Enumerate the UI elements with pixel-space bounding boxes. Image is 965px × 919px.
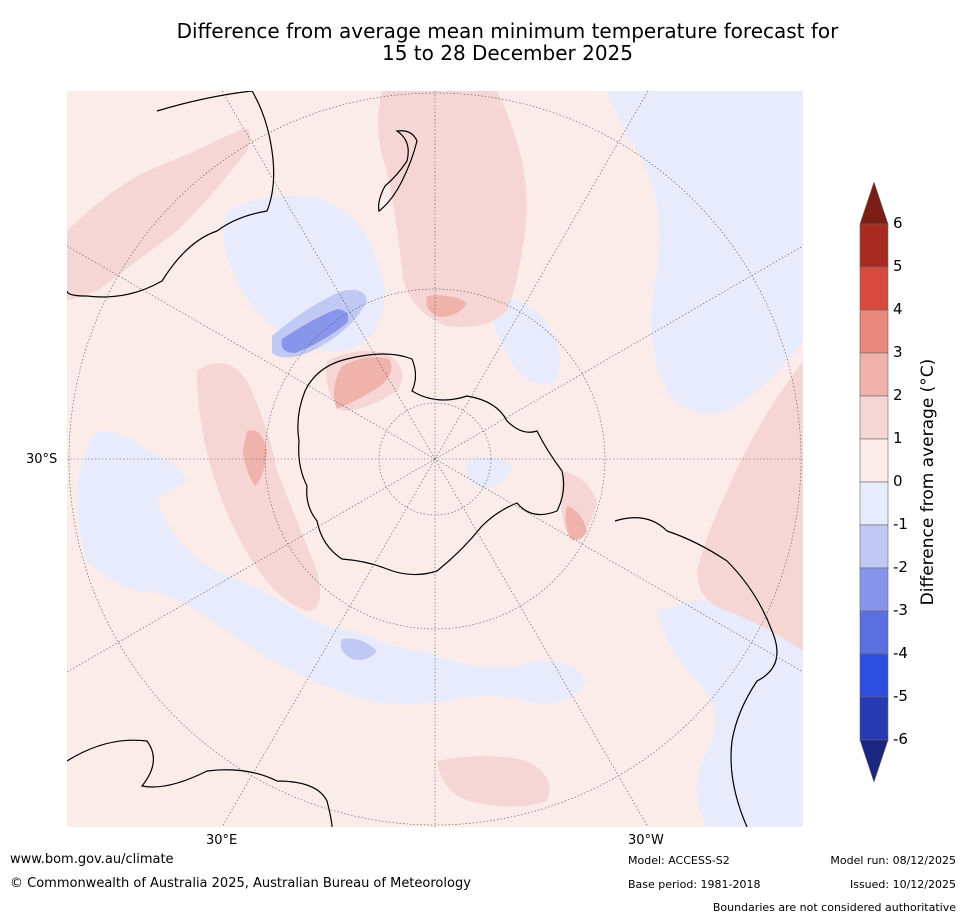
footer-model-run: Model run: 08/12/2025: [830, 854, 956, 867]
forecast-map[interactable]: [67, 91, 803, 827]
colorbar-segment-0_to_1: [859, 438, 889, 483]
colorbar-tick-label: -3: [893, 601, 908, 619]
colorbar-segment-2_to_3: [859, 352, 889, 397]
footer-issued: Issued: 10/12/2025: [849, 878, 956, 891]
colorbar-segment-m5_to_m4: [859, 653, 889, 698]
colorbar-tick-label: 4: [893, 300, 903, 318]
colorbar: [858, 181, 958, 783]
colorbar-segment-m3_to_m2: [859, 567, 889, 612]
colorbar-segment-4_to_5: [859, 266, 889, 311]
colorbar-tick-label: 2: [893, 386, 903, 404]
footer-model: Model: ACCESS-S2: [628, 854, 730, 867]
australia-outline: [67, 91, 275, 298]
map-title: Difference from average mean minimum tem…: [60, 20, 955, 64]
anomaly-regions-minus3-to-minus2: [281, 309, 349, 353]
anomaly-regions-1-to-2: [67, 91, 803, 807]
colorbar-tick-label: 0: [893, 472, 903, 490]
new-zealand-outline: [378, 130, 418, 213]
colorbar-tick-label: -2: [893, 558, 908, 576]
colorbar-tick-label: -5: [893, 687, 908, 705]
map-title-line2: 15 to 28 December 2025: [381, 41, 633, 65]
colorbar-extend-above: [859, 181, 889, 225]
colorbar-segment-m1_to_0: [859, 481, 889, 526]
colorbar-tick-label: -4: [893, 644, 908, 662]
antarctica-outline: [297, 353, 565, 576]
colorbar-extend-below: [859, 739, 889, 783]
footer-disclaimer: Boundaries are not considered authoritat…: [712, 901, 956, 914]
colorbar-segment-m2_to_m1: [859, 524, 889, 569]
footer-copyright: © Commonwealth of Australia 2025, Austra…: [10, 876, 471, 891]
footer-website[interactable]: www.bom.gov.au/climate: [10, 852, 174, 867]
graticule: [67, 91, 803, 827]
africa-outline: [67, 739, 333, 827]
colorbar-segment-m6_to_m5: [859, 696, 889, 741]
footer-base-period: Base period: 1981-2018: [628, 878, 761, 891]
longitude-label-30e: 30°E: [206, 833, 238, 848]
map-title-line1: Difference from average mean minimum tem…: [176, 19, 839, 43]
colorbar-tick-label: 5: [893, 257, 903, 275]
colorbar-segment-3_to_4: [859, 309, 889, 354]
colorbar-tick-label: 1: [893, 429, 903, 447]
anomaly-regions-minus1-to-0: [77, 91, 803, 827]
colorbar-segment-5_to_6: [859, 223, 889, 268]
south-america-outline: [614, 517, 778, 827]
latitude-label-30s: 30°S: [26, 452, 58, 467]
anomaly-region-minus2-small: [340, 638, 377, 660]
colorbar-segment-1_to_2: [859, 395, 889, 440]
colorbar-title: Difference from average (°C): [918, 358, 938, 606]
anomaly-regions-2-to-3: [243, 295, 587, 540]
colorbar-tick-label: -1: [893, 515, 908, 533]
colorbar-tick-label: -6: [893, 730, 908, 748]
colorbar-segment-m4_to_m3: [859, 610, 889, 655]
longitude-label-30w: 30°W: [628, 833, 664, 848]
colorbar-tick-label: 3: [893, 343, 903, 361]
colorbar-tick-label: 6: [893, 214, 903, 232]
